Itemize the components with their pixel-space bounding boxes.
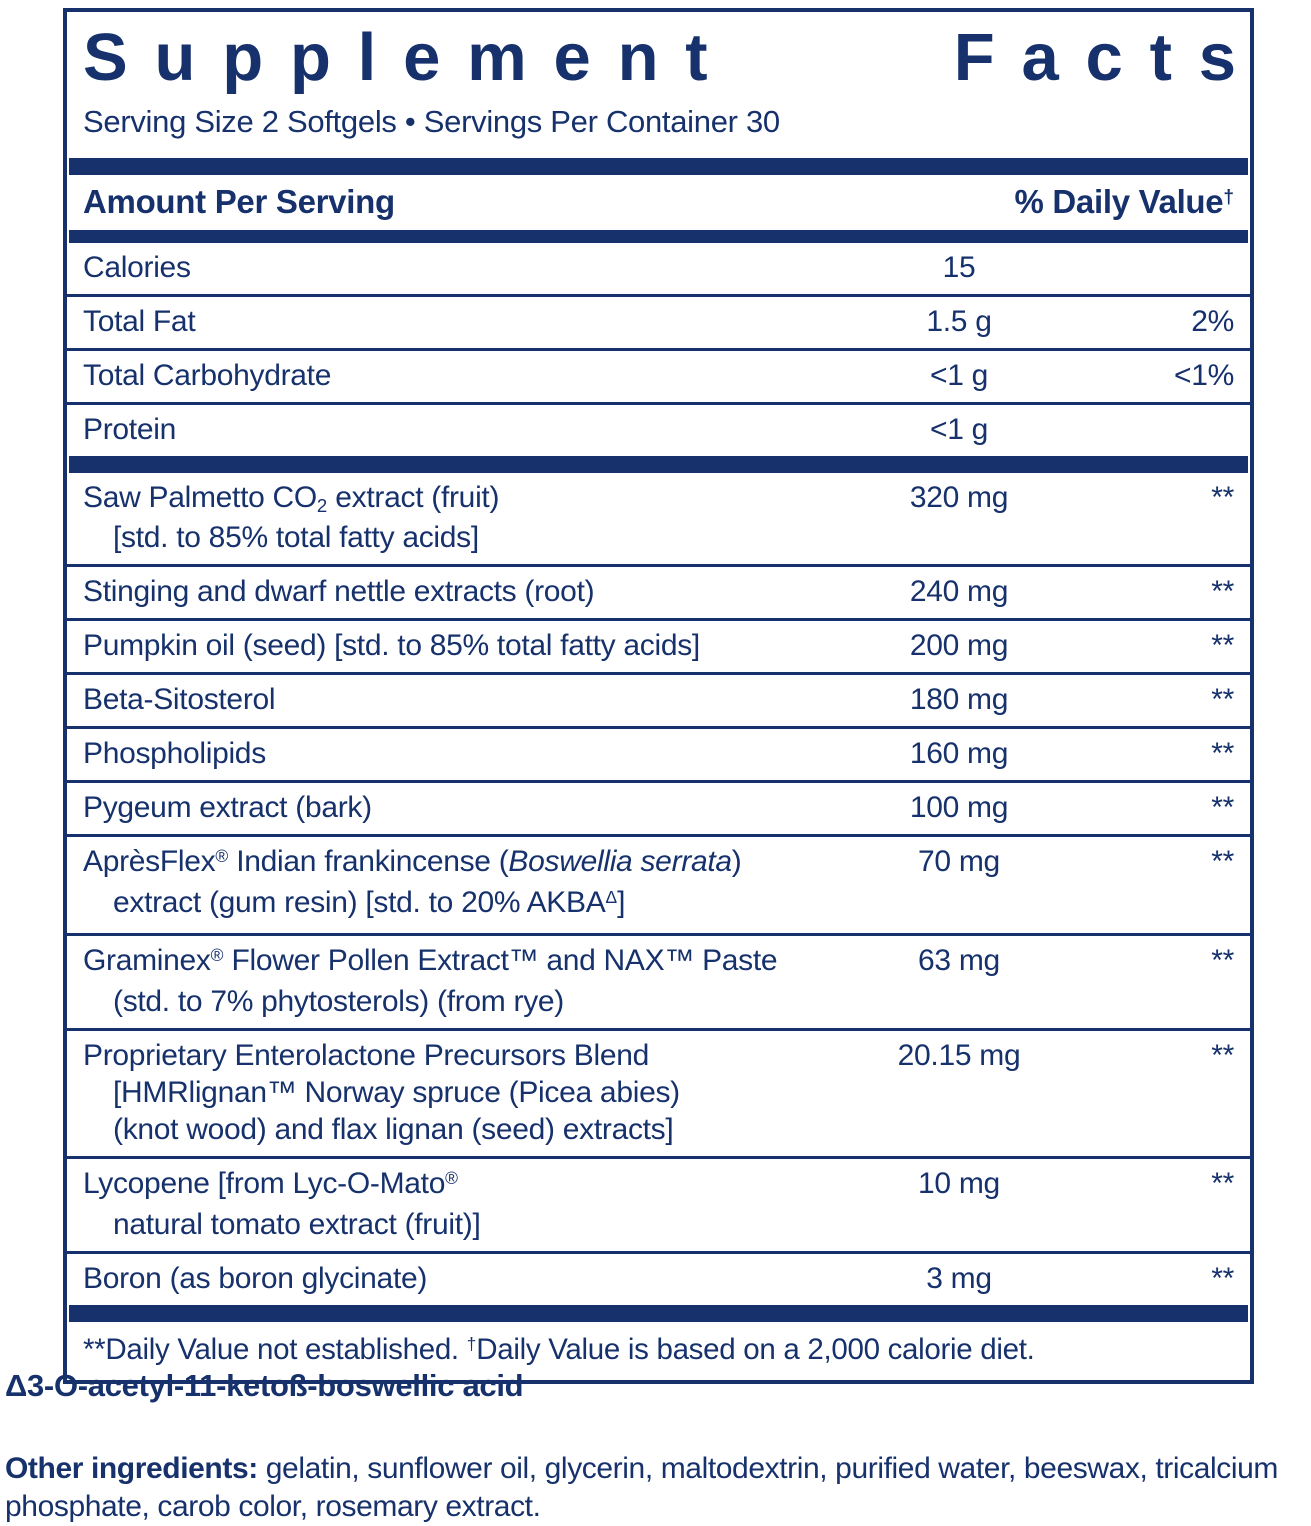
daily-value: ** (1211, 683, 1234, 717)
amount-value: 200 mg (909, 629, 1009, 663)
other-ingredients: Other ingredients: gelatin, sunflower oi… (5, 1450, 1305, 1526)
daily-value: <1% (1174, 359, 1234, 393)
ingredient-name: Calories (83, 251, 191, 285)
amount-value: 320 mg (909, 481, 1009, 515)
ingredient-row: Lycopene [from Lyc-O-Mato® natural tomato… (67, 1156, 1250, 1251)
daily-value: ** (1211, 1262, 1234, 1296)
ingredient-row: Phospholipids 160 mg ** (67, 726, 1250, 780)
amount-value: 1.5 g (926, 305, 992, 339)
ingredient-name: Protein (83, 413, 176, 447)
ingredient-name: Saw Palmetto CO2 extract (fruit) [std. to… (83, 481, 500, 555)
ingredient-name: Pumpkin oil (seed) [std. to 85% total fa… (83, 629, 700, 663)
divider-bar-thick (69, 1305, 1248, 1323)
supplement-facts-panel: Supplement Facts Serving Size 2 Softgels… (63, 8, 1254, 1385)
amount-value: 180 mg (909, 683, 1009, 717)
amount-value: 63 mg (918, 944, 1000, 978)
daily-value: 2% (1191, 305, 1234, 339)
amount-value: 160 mg (909, 737, 1009, 771)
daily-value: ** (1211, 1167, 1234, 1201)
ingredient-row: Stinging and dwarf nettle extracts (root… (67, 564, 1250, 618)
ingredient-name: Total Carbohydrate (83, 359, 332, 393)
divider-bar-thick (69, 158, 1248, 176)
daily-value: ** (1211, 944, 1234, 978)
daily-value: ** (1211, 481, 1234, 515)
ingredient-name: Proprietary Enterolactone Precursors Ble… (83, 1039, 680, 1147)
other-ingredients-label: Other ingredients: (5, 1452, 258, 1485)
amount-value: <1 g (929, 359, 989, 393)
ingredient-row: Boron (as boron glycinate) 3 mg ** (67, 1251, 1250, 1305)
ingredient-name: Phospholipids (83, 737, 266, 771)
ingredient-row: Beta-Sitosterol 180 mg ** (67, 672, 1250, 726)
nutrient-row: Calories 15 (67, 243, 1250, 294)
amount-value: 70 mg (918, 845, 1000, 879)
panel-title-word: Supplement (83, 20, 735, 95)
ingredient-name: Beta-Sitosterol (83, 683, 276, 717)
divider-bar-thick (69, 456, 1248, 474)
daily-value: ** (1211, 791, 1234, 825)
divider-bar-medium (69, 230, 1248, 244)
daily-value: ** (1211, 629, 1234, 663)
table-header: Amount Per Serving % Daily Value† (67, 175, 1250, 230)
panel-title-word: Facts (953, 20, 1263, 95)
ingredient-name: Graminex® Flower Pollen Extract™ and NAX… (83, 944, 778, 1019)
ingredient-row: Pumpkin oil (seed) [std. to 85% total fa… (67, 618, 1250, 672)
ingredient-name: Lycopene [from Lyc-O-Mato® natural tomato… (83, 1167, 481, 1242)
nutrient-row: Total Carbohydrate <1 g <1% (67, 348, 1250, 402)
amount-value: 240 mg (909, 575, 1009, 609)
amount-value: 3 mg (926, 1262, 992, 1296)
akba-definition-note: Δ3-O-acetyl-11-ketoß-boswellic acid (5, 1368, 524, 1403)
ingredient-rows: Saw Palmetto CO2 extract (fruit) [std. to… (67, 473, 1250, 1305)
ingredient-row: AprèsFlex® Indian frankincense (Boswelli… (67, 834, 1250, 933)
amount-value: 20.15 mg (897, 1039, 1021, 1073)
ingredient-name: Pygeum extract (bark) (83, 791, 372, 825)
daily-value: ** (1211, 575, 1234, 609)
amount-value: 100 mg (909, 791, 1009, 825)
ingredient-row: Graminex® Flower Pollen Extract™ and NAX… (67, 933, 1250, 1028)
amount-value: 10 mg (918, 1167, 1000, 1201)
ingredient-row: Saw Palmetto CO2 extract (fruit) [std. to… (67, 473, 1250, 564)
amount-value: 15 (942, 251, 976, 285)
ingredient-name: AprèsFlex® Indian frankincense (Boswelli… (83, 845, 742, 920)
daily-value: ** (1211, 737, 1234, 771)
serving-info: Serving Size 2 Softgels • Servings Per C… (83, 104, 780, 140)
ingredient-name: Stinging and dwarf nettle extracts (root… (83, 575, 595, 609)
ingredient-name: Total Fat (83, 305, 196, 339)
amount-value: <1 g (929, 413, 989, 447)
nutrient-row: Protein <1 g (67, 402, 1250, 456)
daily-value: ** (1211, 845, 1234, 879)
amount-per-serving-header: Amount Per Serving (83, 183, 395, 221)
nutrient-row: Total Fat 1.5 g 2% (67, 294, 1250, 348)
daily-value: ** (1211, 1039, 1234, 1073)
panel-title: Supplement Facts (67, 12, 1250, 96)
ingredient-row: Proprietary Enterolactone Precursors Ble… (67, 1028, 1250, 1156)
daily-value-header: % Daily Value† (1014, 183, 1234, 221)
daily-value-footnote: **Daily Value not established. †Daily Va… (83, 1333, 1035, 1367)
ingredient-name: Boron (as boron glycinate) (83, 1262, 428, 1296)
macronutrient-rows: Calories 15 Total Fat 1.5 g 2% Total Carbohyd… (67, 243, 1250, 456)
ingredient-row: Pygeum extract (bark) 100 mg ** (67, 780, 1250, 834)
